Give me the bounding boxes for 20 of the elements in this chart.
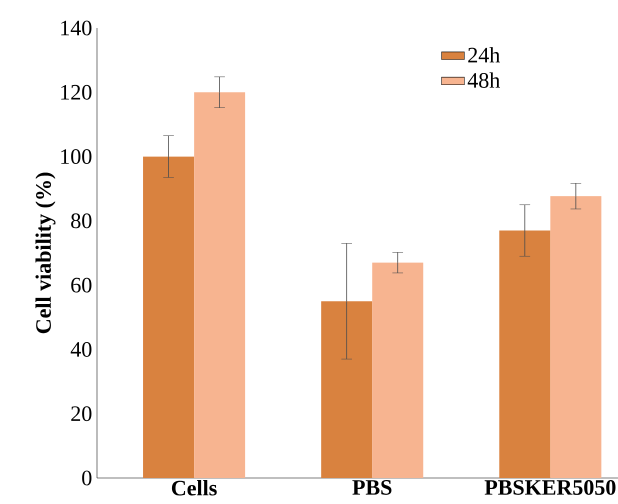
legend-label: 48h — [468, 72, 500, 88]
y-axis-title: Cell viability (%) — [35, 172, 56, 334]
bar — [143, 156, 194, 478]
bar — [372, 262, 424, 478]
y-tick-label: 120 — [61, 84, 92, 100]
x-tick-label: PBS — [352, 480, 392, 495]
bar — [321, 301, 372, 478]
y-tick-label: 60 — [71, 278, 92, 293]
y-tick-label: 100 — [61, 149, 92, 164]
x-tick-label: Cells — [172, 480, 217, 496]
y-tick-label: 40 — [70, 342, 92, 357]
x-tick-label: PBSKER5050 — [484, 480, 616, 495]
y-tick-label: 140 — [61, 20, 92, 36]
y-tick-label: 0 — [82, 470, 92, 486]
y-tick-label: 80 — [71, 213, 92, 228]
y-tick-label: 20 — [71, 406, 92, 422]
bar — [499, 230, 550, 478]
bar — [194, 92, 246, 478]
bar — [550, 196, 602, 478]
legend-label: 24h — [468, 47, 500, 62]
